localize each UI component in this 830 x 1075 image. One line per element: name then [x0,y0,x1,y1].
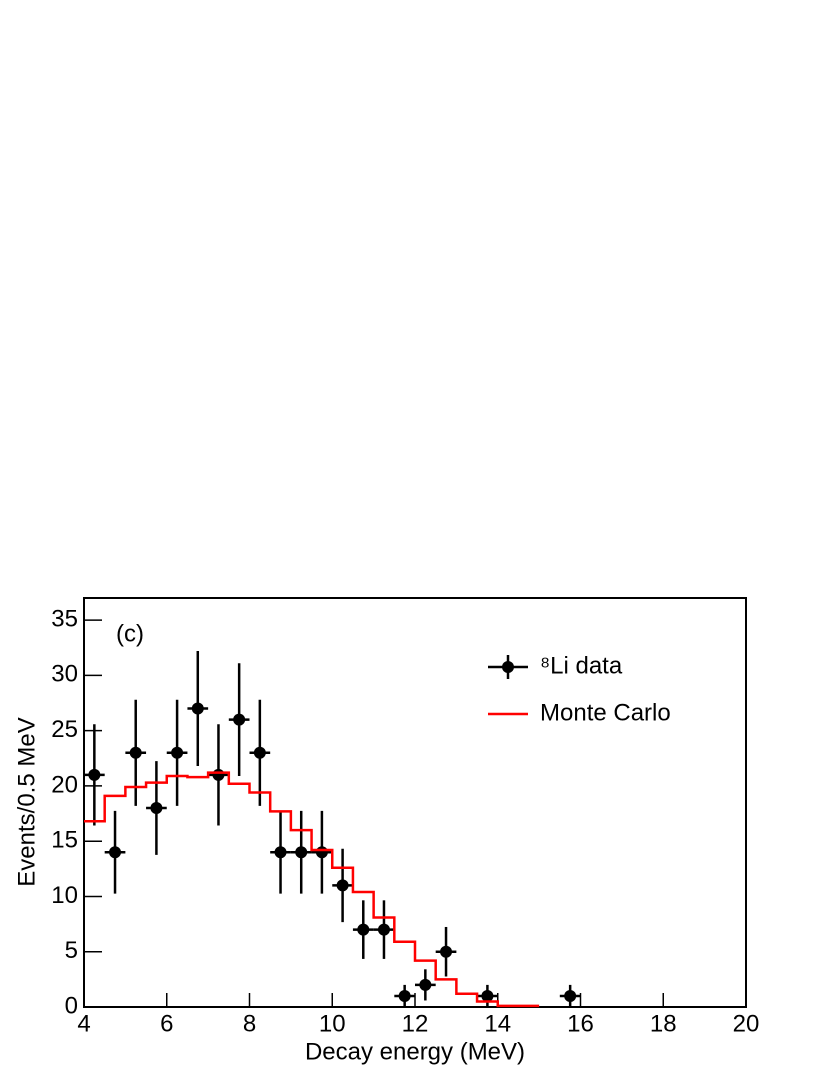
data-point [129,746,142,759]
data-point [419,978,432,991]
x-tick-label: 6 [160,1010,173,1037]
legend-label: Monte Carlo [540,699,671,726]
data-point [253,746,266,759]
x-tick-label: 4 [77,1010,90,1037]
y-tick-label: 30 [51,661,78,688]
data-point [336,879,349,892]
y-tick-label: 15 [51,827,78,854]
x-tick-label: 20 [733,1010,760,1037]
x-tick-label: 8 [243,1010,256,1037]
data-point [357,923,370,936]
data-point [315,846,328,859]
data-point [171,746,184,759]
data-point [191,702,204,715]
y-tick-label: 0 [65,992,78,1019]
data-point [109,846,122,859]
data-point [481,989,494,1002]
x-tick-label: 14 [484,1010,511,1037]
data-point [295,846,308,859]
legend-label: ⁸Li data [540,652,623,679]
y-tick-label: 20 [51,771,78,798]
y-tick-label: 35 [51,605,78,632]
data-point [377,923,390,936]
x-axis-label: Decay energy (MeV) [305,1038,525,1065]
data-point [274,846,287,859]
data-point [440,945,453,958]
y-tick-label: 10 [51,882,78,909]
data-point [88,768,101,781]
x-tick-label: 10 [319,1010,346,1037]
y-tick-label: 25 [51,716,78,743]
y-tick-label: 5 [65,937,78,964]
y-axis-label: Events/0.5 MeV [13,717,40,886]
annotation: (c) [116,620,144,647]
legend-marker [502,661,514,673]
data-point [150,802,163,815]
data-point [233,713,246,726]
data-point [564,989,577,1002]
data-point [398,989,411,1002]
data-point [212,768,225,781]
x-tick-label: 16 [567,1010,594,1037]
mc-histogram [84,771,540,1008]
x-tick-label: 12 [402,1010,429,1037]
x-tick-label: 18 [650,1010,677,1037]
